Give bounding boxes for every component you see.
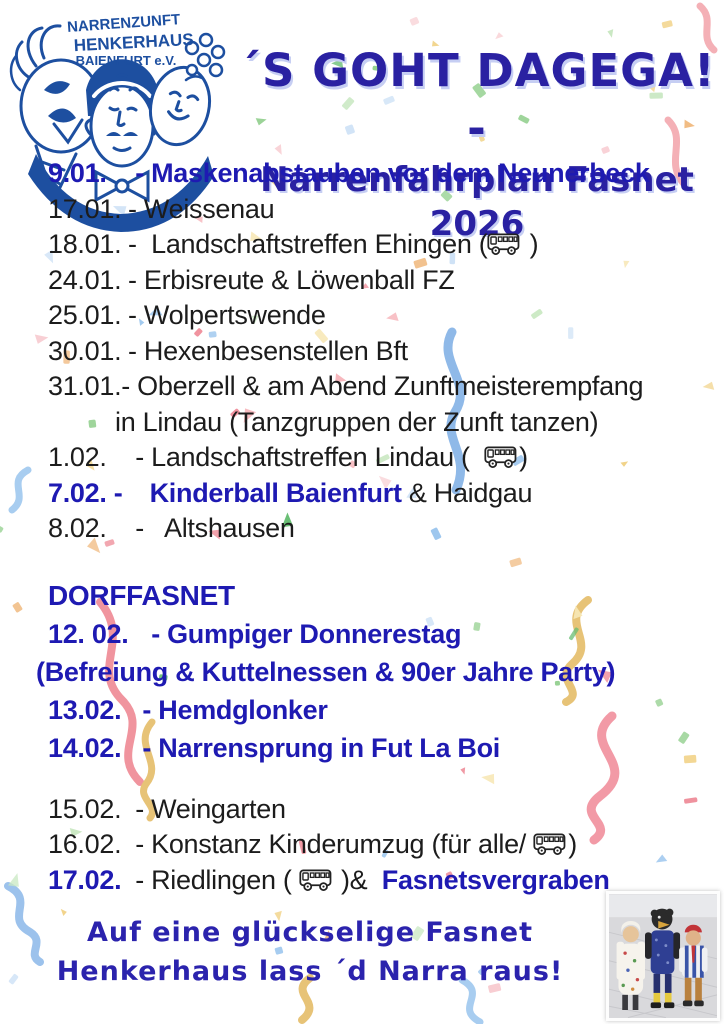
event-text: Kinderball Baienfurt	[149, 477, 402, 508]
event-date: 24.01.	[48, 264, 122, 295]
event-row: 15.02. - Weingarten	[48, 792, 708, 828]
event-row: 8.02. - Altshausen	[48, 511, 708, 547]
event-row: 30.01. - Hexenbesenstellen Bft	[48, 334, 708, 370]
event-text: Oberzell & am Abend Zunftmeisterempfang	[137, 371, 644, 401]
event-text: Landschaftstreffen Ehingen (	[151, 229, 488, 259]
event-row: 13.02. - Hemdglonker	[48, 691, 708, 729]
event-text: Erbisreute & Löwenball FZ	[143, 264, 455, 295]
footer-motto: Auf eine glückselige Fasnet Henkerhaus l…	[30, 914, 590, 992]
event-text: )	[522, 229, 539, 259]
figure-left	[616, 920, 645, 1010]
event-date: 15.02.	[48, 793, 122, 824]
event-text: Weissenau	[143, 193, 275, 224]
event-date: 25.01.	[48, 300, 122, 330]
event-text: Altshausen	[164, 513, 295, 543]
event-row: 7.02. - Kinderball Baienfurt & Haidgau	[48, 476, 708, 512]
event-date: 1.02.	[48, 442, 107, 472]
event-list: 9.01. - Maskenabstauben vor dem Neunerbe…	[36, 156, 708, 899]
event-text: (Befreiung & Kuttelnessen & 90er Jahre P…	[36, 656, 616, 687]
motto-line2: Henkerhaus lass ´d Narra raus!	[56, 956, 564, 987]
bus-icon	[299, 868, 334, 892]
event-date: 30.01.	[48, 335, 122, 366]
event-date: 17.02.	[48, 864, 122, 895]
event-row: 25.01. - Wolpertswende	[48, 298, 708, 334]
event-row: 24.01. - Erbisreute & Löwenball FZ	[48, 263, 708, 299]
event-row: 14.02. - Narrensprung in Fut La Boi	[48, 729, 708, 767]
event-text: )	[519, 442, 528, 472]
event-row-continuation: in Lindau (Tanzgruppen der Zunft tanzen)	[48, 405, 708, 441]
event-date: 18.01.	[48, 229, 122, 259]
event-text: - Riedlingen (	[128, 864, 299, 895]
event-text: )&	[333, 864, 382, 895]
event-date: 7.02. -	[48, 477, 123, 508]
event-date: 13.02.	[48, 694, 122, 725]
event-date: 12. 02.	[48, 618, 129, 649]
event-row: 17.01. - Weissenau	[48, 192, 708, 228]
event-row: 18.01. - Landschaftstreffen Ehingen ( )	[48, 227, 708, 263]
event-text: )	[568, 829, 577, 859]
event-text: Weingarten	[151, 793, 286, 824]
event-text: Hemdglonker	[158, 694, 328, 725]
event-row: 9.01. - Maskenabstauben vor dem Neunerbe…	[48, 156, 708, 192]
event-row: 16.02. - Konstanz Kinderumzug (für alle/…	[48, 827, 708, 863]
event-date: 17.01.	[48, 193, 122, 224]
event-date: 31.01.-	[48, 371, 130, 401]
event-text: Maskenabstauben vor dem Neunerbeck	[151, 158, 650, 188]
title-line1: ´S GOHT DAGEGA! -	[238, 44, 716, 155]
event-text: Hexenbesenstellen Bft	[143, 335, 408, 366]
logo-text-line3: BAIENFURT e.V.	[76, 53, 177, 68]
event-date: 8.02.	[48, 513, 107, 543]
flyer-title: ´S GOHT DAGEGA! - Narrenfahrplan Fasnet …	[238, 42, 716, 246]
event-text: in Lindau (Tanzgruppen der Zunft tanzen)	[115, 406, 599, 437]
bus-icon	[487, 232, 522, 256]
event-text: Konstanz Kinderumzug (für alle/	[151, 829, 534, 859]
event-row: 12. 02. - Gumpiger Donnerestag	[48, 615, 708, 653]
figure-center	[645, 908, 681, 1009]
event-row: 31.01.- Oberzell & am Abend Zunftmeister…	[48, 369, 708, 405]
event-date: 16.02.	[48, 829, 122, 859]
event-row: 17.02. - Riedlingen ( )& Fasnetsvergrabe…	[48, 863, 708, 899]
club-logo: NARRENZUNFT HENKERHAUS BAIENFURT e.V.	[9, 11, 226, 232]
event-text: Wolpertswende	[143, 300, 326, 330]
event-text: Gumpiger Donnerestag	[167, 618, 462, 649]
event-row: (Befreiung & Kuttelnessen & 90er Jahre P…	[36, 653, 708, 691]
event-date: 9.01.	[48, 158, 107, 188]
bus-icon	[533, 832, 568, 856]
figure-right	[679, 924, 708, 1007]
event-text: Narrensprung in Fut La Boi	[158, 732, 501, 763]
costume-photo	[606, 891, 720, 1021]
dorffasnet-heading: DORFFASNET	[48, 579, 235, 611]
event-text: & Haidgau	[401, 477, 533, 508]
event-text: Landschaftstreffen Lindau (	[151, 442, 485, 472]
event-row: 1.02. - Landschaftstreffen Lindau ( )	[48, 440, 708, 476]
event-date: 14.02.	[48, 732, 122, 763]
bus-icon	[484, 445, 519, 469]
motto-line1: Auf eine glückselige Fasnet	[86, 917, 534, 948]
event-text: Fasnetsvergraben	[381, 864, 610, 895]
